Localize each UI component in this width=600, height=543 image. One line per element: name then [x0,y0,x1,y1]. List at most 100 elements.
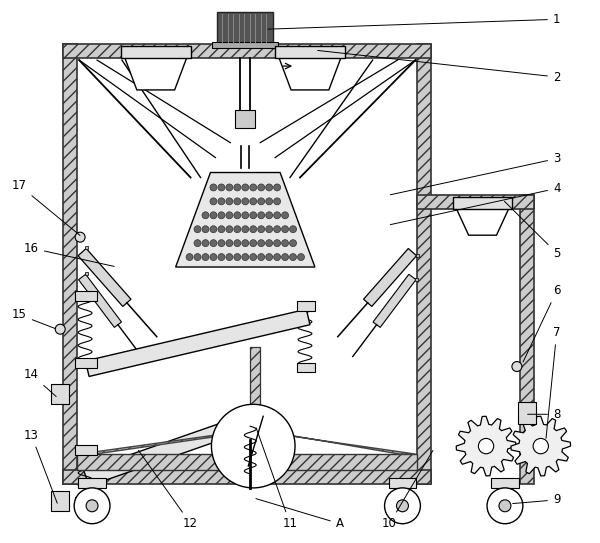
Text: 1: 1 [268,13,560,29]
Polygon shape [79,274,122,327]
Polygon shape [78,249,131,306]
Circle shape [266,212,272,219]
Circle shape [74,488,110,523]
Circle shape [218,184,225,191]
Circle shape [226,254,233,261]
Bar [75,357,97,368]
Text: 11: 11 [256,428,298,530]
Circle shape [226,198,233,205]
Circle shape [218,212,225,219]
Circle shape [210,212,217,219]
Bar [75,445,97,455]
Circle shape [234,198,241,205]
Circle shape [234,212,241,219]
Polygon shape [511,416,571,476]
Circle shape [266,226,272,233]
Text: A: A [256,498,344,530]
Bar [418,195,534,209]
Circle shape [226,239,233,247]
Bar [275,46,345,58]
Circle shape [250,212,257,219]
Bar [63,470,431,484]
Bar [250,346,260,440]
Circle shape [274,226,281,233]
Circle shape [250,184,257,191]
Circle shape [487,488,523,523]
Circle shape [202,212,209,219]
Circle shape [290,239,296,247]
Bar [416,254,419,257]
Text: 8: 8 [527,408,560,421]
Circle shape [290,254,296,261]
Text: 13: 13 [24,428,57,503]
Bar [415,277,418,281]
Text: 15: 15 [12,308,56,329]
Circle shape [226,226,233,233]
Circle shape [218,198,225,205]
Circle shape [234,239,241,247]
Polygon shape [457,209,508,235]
Circle shape [258,212,265,219]
Circle shape [210,184,217,191]
Circle shape [242,239,249,247]
Bar [418,44,431,484]
Text: 14: 14 [24,368,56,396]
Text: 10: 10 [382,451,433,530]
Polygon shape [176,173,315,267]
Circle shape [202,239,209,247]
Circle shape [194,239,201,247]
Circle shape [202,226,209,233]
Circle shape [397,500,409,512]
Bar [235,110,255,128]
Circle shape [211,405,295,488]
Circle shape [478,438,494,454]
Text: 5: 5 [505,201,560,260]
Bar [212,42,278,48]
Circle shape [210,239,217,247]
Circle shape [186,254,193,261]
Circle shape [250,198,257,205]
Circle shape [281,226,289,233]
Text: 12: 12 [139,450,198,530]
Bar [51,491,69,511]
Bar [453,198,512,209]
Bar [518,402,536,424]
Circle shape [281,254,289,261]
Polygon shape [373,274,416,327]
Bar [491,478,519,488]
Circle shape [202,254,209,261]
Circle shape [210,226,217,233]
Circle shape [218,239,225,247]
Circle shape [533,438,548,454]
Bar [85,272,88,275]
Polygon shape [125,58,187,90]
Polygon shape [79,430,260,454]
Circle shape [281,212,289,219]
Circle shape [274,254,281,261]
Circle shape [258,226,265,233]
Circle shape [250,239,257,247]
Circle shape [258,239,265,247]
Polygon shape [84,411,260,486]
Text: 2: 2 [317,50,560,84]
Bar [75,497,97,507]
Circle shape [242,254,249,261]
Text: 4: 4 [390,182,560,225]
Circle shape [55,324,65,334]
Circle shape [250,254,257,261]
Circle shape [274,198,281,205]
Bar [85,247,88,249]
Polygon shape [364,249,416,306]
Text: 17: 17 [12,179,80,236]
Text: 7: 7 [546,326,560,438]
Bar [75,291,97,301]
Circle shape [218,254,225,261]
Bar [520,195,534,484]
Circle shape [290,226,296,233]
Circle shape [75,232,85,242]
Bar [78,478,106,488]
Bar [51,384,69,405]
Circle shape [266,184,272,191]
Circle shape [234,184,241,191]
Circle shape [258,184,265,191]
